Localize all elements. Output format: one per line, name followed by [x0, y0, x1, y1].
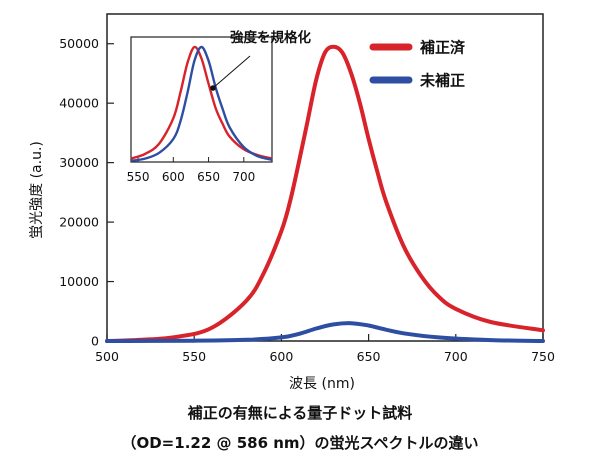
x-axis-label: 波長 (nm)	[289, 376, 355, 392]
y-tick-label: 30000	[59, 155, 99, 170]
annotation-leader-line	[212, 55, 251, 89]
caption-line-2: （OD=1.22 @ 586 nm）の蛍光スペクトルの違い	[121, 434, 479, 452]
legend-label: 補正済	[419, 39, 466, 57]
inset-x-tick-label: 700	[232, 170, 255, 184]
y-tick-label: 10000	[59, 274, 99, 289]
x-tick-label: 600	[269, 349, 293, 364]
y-tick-label: 0	[91, 334, 99, 349]
y-tick-label: 40000	[59, 96, 99, 111]
caption-line-1: 補正の有無による量子ドット試料	[187, 404, 413, 422]
legend-label: 未補正	[419, 72, 465, 90]
inset-x-tick-label: 600	[162, 170, 185, 184]
inset-x-tick-label: 650	[197, 170, 220, 184]
x-tick-label: 500	[95, 349, 119, 364]
y-tick-label: 50000	[59, 36, 99, 51]
inset-plot: 550 600 650 700 強度を規格化	[127, 29, 312, 184]
x-tick-label: 650	[357, 349, 381, 364]
inset-annotation: 強度を規格化	[230, 29, 311, 46]
series-line-未補正	[105, 321, 545, 343]
x-tick-label: 750	[531, 349, 555, 364]
x-tick-label: 700	[444, 349, 468, 364]
series-line-補正済	[105, 44, 545, 343]
inset-series-line-補正済	[130, 45, 273, 160]
y-axis-label: 蛍光強度 (a.u.)	[29, 141, 45, 239]
inset-series-line-未補正	[130, 45, 273, 162]
spectrum-chart: 500 550 600 650 700 750 0 10000 20000 30000 40000 5…	[29, 13, 555, 392]
inset-x-tick-label: 550	[127, 170, 150, 184]
x-tick-label: 550	[182, 349, 206, 364]
annotation-marker	[210, 85, 216, 91]
plot-frame	[106, 13, 544, 342]
main-plot: 500 550 600 650 700 750 0 10000 20000 30000 40000 5…	[59, 13, 555, 364]
y-tick-label: 20000	[59, 215, 99, 230]
